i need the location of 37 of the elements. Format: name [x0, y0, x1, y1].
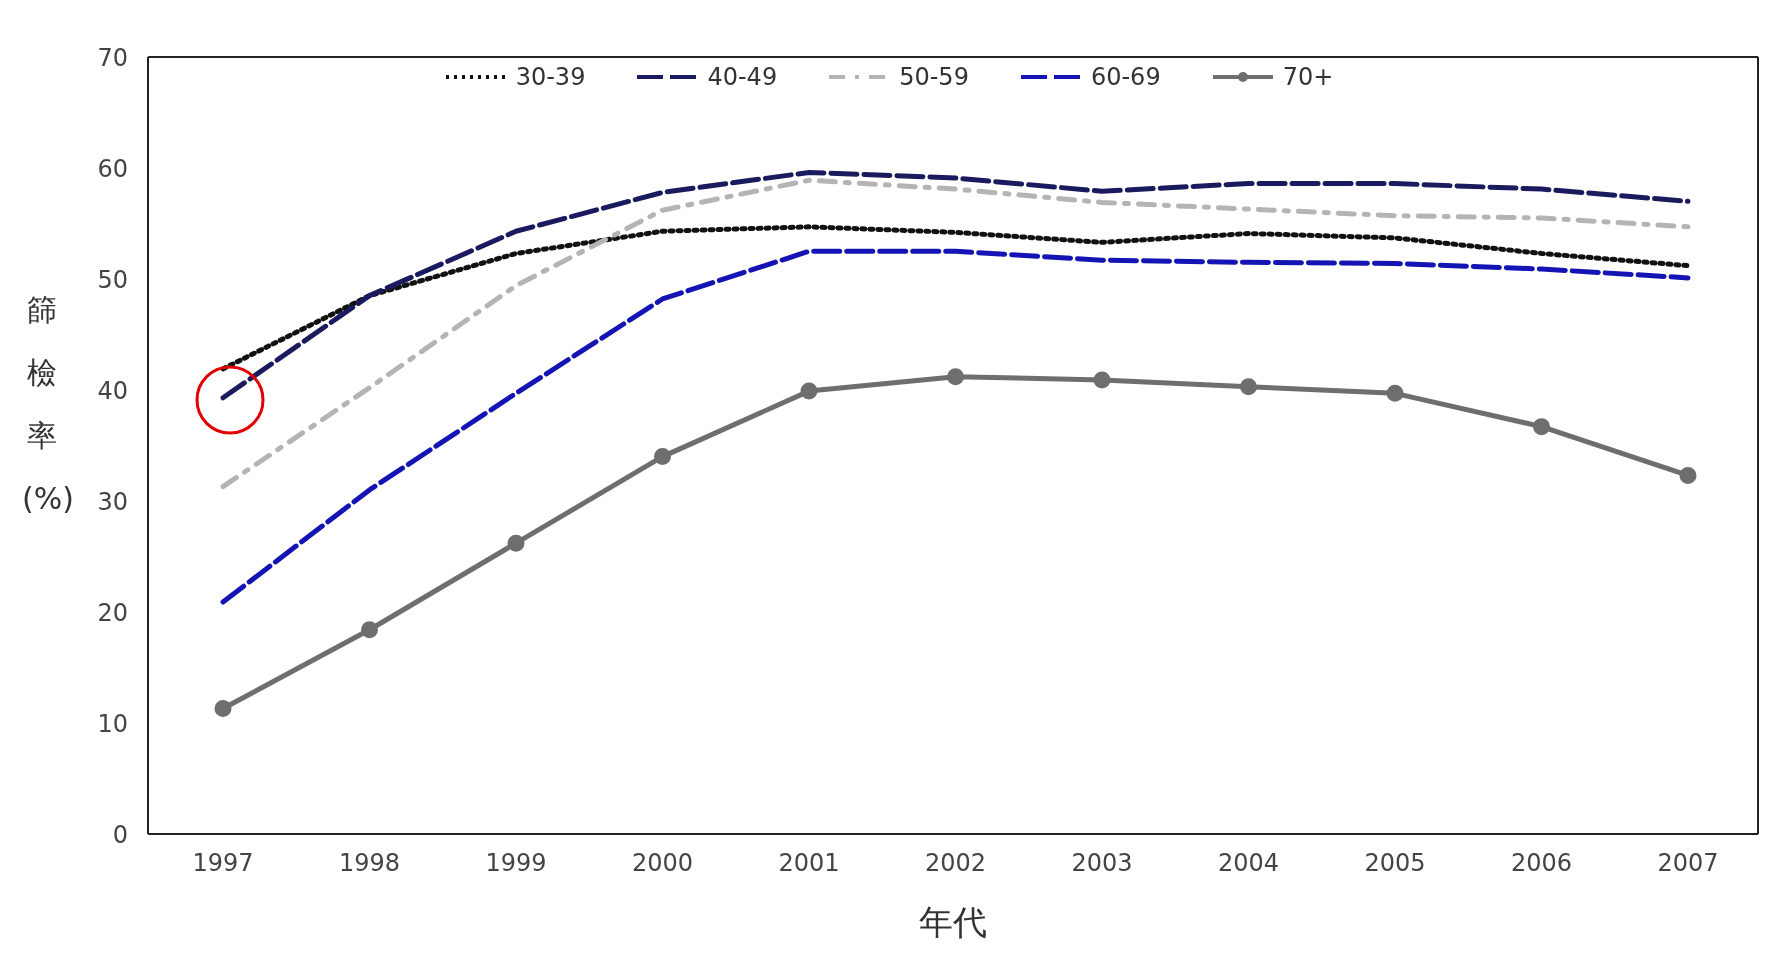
point [507, 534, 525, 552]
x-tick-label: 2000 [631, 849, 694, 878]
x-tick-label: 2001 [778, 849, 840, 878]
x-tick-label: 1998 [338, 849, 401, 878]
x-tick-label: 2004 [1217, 849, 1280, 878]
x-tick-label: 2005 [1364, 849, 1426, 878]
legend-label: 70+ [1282, 63, 1334, 91]
y-tick-label: 70 [97, 43, 128, 72]
y-tick-label: 50 [97, 265, 128, 294]
y-tick-label: 30 [97, 487, 128, 516]
y-tick-label: 60 [97, 154, 128, 183]
point [947, 368, 964, 386]
legend-label: 40-49 [707, 63, 778, 91]
point [1093, 371, 1111, 389]
x-tick-label: 2006 [1510, 849, 1573, 878]
x-axis-title: 年代 [919, 902, 987, 942]
x-tick-label: 1999 [485, 849, 547, 878]
point [361, 621, 378, 639]
point [654, 448, 671, 466]
y-tick-label: 20 [97, 598, 128, 627]
y-tick-label: 40 [97, 376, 128, 405]
y-tick-label: 10 [97, 709, 128, 738]
point [1533, 418, 1550, 436]
point [1679, 466, 1697, 484]
legend-label: 50-59 [899, 63, 969, 91]
x-tick-label: 2002 [924, 849, 987, 878]
point [214, 700, 232, 718]
point [800, 382, 818, 400]
point [1240, 378, 1257, 396]
x-tick-label: 2007 [1657, 849, 1719, 878]
x-tick-label: 2003 [1071, 849, 1133, 878]
legend-label: 60-69 [1090, 63, 1161, 91]
x-tick-label: 1997 [192, 849, 254, 878]
y-tick-label: 0 [112, 820, 128, 849]
legend-label: 30-39 [515, 63, 586, 91]
y-axis-title: 篩檢率(%) [22, 291, 74, 518]
point [1386, 384, 1404, 402]
